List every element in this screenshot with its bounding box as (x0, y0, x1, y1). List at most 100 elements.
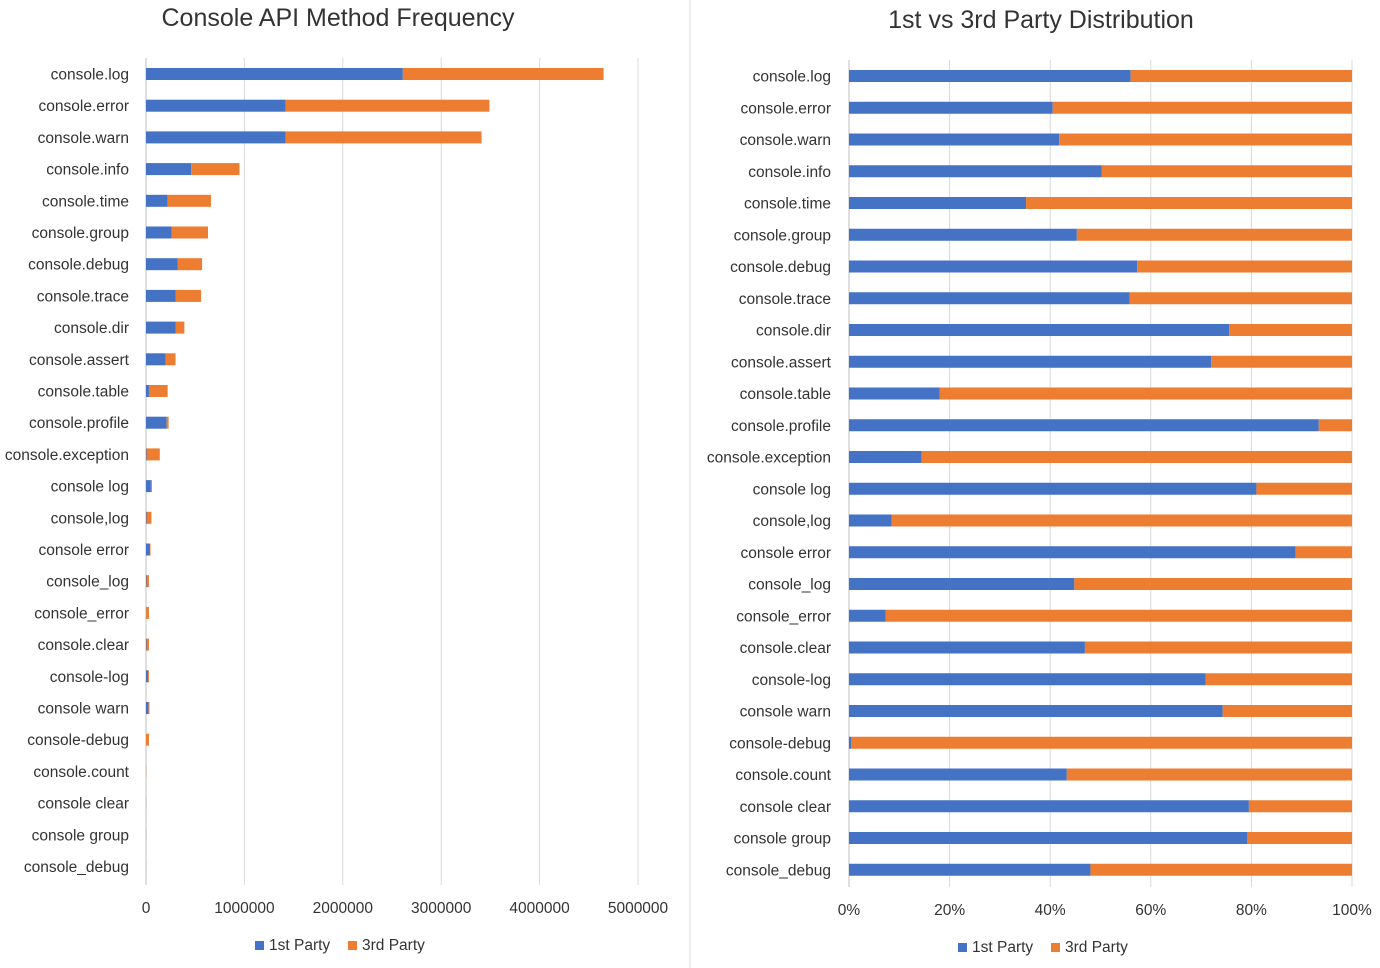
bar-first-party (849, 609, 886, 622)
bar-third-party (1205, 673, 1352, 686)
bar-third-party (1318, 419, 1352, 432)
bar-third-party (1066, 768, 1352, 781)
category-label: console log (753, 481, 831, 498)
bar-third-party (147, 670, 149, 683)
x-tick-label: 60% (1135, 902, 1166, 919)
bar-first-party (146, 289, 176, 302)
bar-first-party (849, 832, 1248, 844)
bar-third-party (1295, 546, 1352, 559)
category-label: console_error (736, 608, 831, 625)
x-tick-label: 20% (934, 902, 965, 919)
category-label: console log (51, 479, 129, 496)
bar-third-party (402, 68, 604, 80)
bar-first-party (146, 68, 403, 80)
category-label: console.exception (5, 447, 129, 464)
bar-third-party (1129, 292, 1352, 305)
category-label: console.trace (37, 288, 129, 305)
category-label: console.profile (29, 415, 129, 432)
chart-title: Console API Method Frequency (162, 4, 515, 32)
category-label: console.debug (28, 257, 129, 274)
bar-third-party (921, 451, 1352, 463)
x-tick-label: 4000000 (509, 900, 570, 917)
category-label: console.log (51, 67, 129, 84)
legend-label-third-party: 3rd Party (1065, 939, 1128, 956)
bar-third-party (146, 606, 149, 619)
legend-swatch-third-party (348, 941, 357, 950)
category-label: console_debug (726, 862, 831, 879)
category-label: console.error (39, 98, 129, 115)
category-label: console.table (38, 384, 129, 401)
bar-third-party (885, 609, 1352, 622)
bar-third-party (1256, 482, 1352, 495)
bar-third-party (175, 321, 185, 334)
category-label: console.exception (707, 450, 831, 467)
bar-first-party (146, 416, 167, 429)
bar-third-party (146, 511, 152, 524)
x-tick-label: 0 (142, 900, 151, 917)
bar-third-party (150, 480, 152, 493)
bar-first-party (849, 800, 1249, 813)
bar-first-party (849, 70, 1131, 82)
x-tick-label: 100% (1332, 902, 1372, 919)
bar-third-party (1059, 133, 1352, 146)
bar-third-party (851, 736, 1352, 749)
x-tick-label: 80% (1236, 902, 1267, 919)
bar-third-party (891, 514, 1352, 527)
bar-first-party (849, 768, 1067, 781)
bar-third-party (1247, 832, 1352, 844)
category-label: console_error (34, 605, 129, 622)
bar-third-party (1248, 800, 1352, 813)
category-label: console.dir (54, 320, 129, 337)
bar-third-party (1222, 705, 1352, 717)
x-tick-label: 1000000 (214, 900, 275, 917)
bar-third-party (285, 99, 490, 112)
category-label: console-debug (27, 732, 129, 749)
bar-first-party (849, 260, 1138, 273)
category-label: console.count (735, 767, 831, 784)
bar-third-party (1076, 228, 1352, 241)
category-label: console.time (744, 196, 831, 213)
category-label: console_log (46, 574, 129, 591)
bar-first-party (849, 387, 940, 400)
category-label: console warn (740, 704, 831, 721)
bar-third-party (1090, 863, 1352, 876)
category-label: console.info (46, 162, 129, 179)
bar-first-party (849, 514, 892, 527)
category-label: console.debug (730, 259, 831, 276)
x-tick-label: 5000000 (608, 900, 669, 917)
category-label: console warn (38, 701, 129, 718)
chart-2: 1st vs 3rd Party Distribution 0% 20% 40% 60%… (707, 6, 1372, 956)
bar-first-party (849, 451, 922, 463)
bar-first-party (146, 131, 286, 144)
category-label: console_log (748, 577, 831, 594)
bar-third-party (146, 733, 149, 746)
bar-first-party (146, 480, 151, 493)
bar-first-party (146, 163, 192, 176)
bar-first-party (146, 670, 148, 683)
bar-third-party (146, 575, 149, 588)
bar-first-party (849, 705, 1223, 717)
bar-first-party (849, 197, 1027, 209)
bar-first-party (849, 641, 1085, 654)
category-label: console,log (51, 510, 129, 527)
bar-third-party (1074, 578, 1352, 590)
bar-first-party (849, 673, 1206, 686)
category-label: console_debug (24, 859, 129, 876)
bar-third-party (167, 194, 211, 207)
bar-third-party (1101, 165, 1352, 178)
bar-first-party (849, 482, 1257, 495)
bar-first-party (146, 543, 150, 556)
legend-swatch-first-party (958, 943, 967, 952)
bar-third-party (1052, 101, 1352, 114)
category-label: console.log (753, 69, 831, 86)
category-label: console group (32, 827, 129, 844)
bar-first-party (849, 101, 1053, 114)
bar-third-party (1026, 197, 1352, 209)
category-label: console.clear (740, 640, 831, 657)
bar-first-party (146, 258, 178, 271)
bar-third-party (149, 543, 151, 556)
bar-third-party (146, 638, 149, 651)
bar-third-party (1229, 324, 1352, 336)
bar-first-party (849, 165, 1102, 178)
legend-label-first-party: 1st Party (269, 937, 330, 954)
